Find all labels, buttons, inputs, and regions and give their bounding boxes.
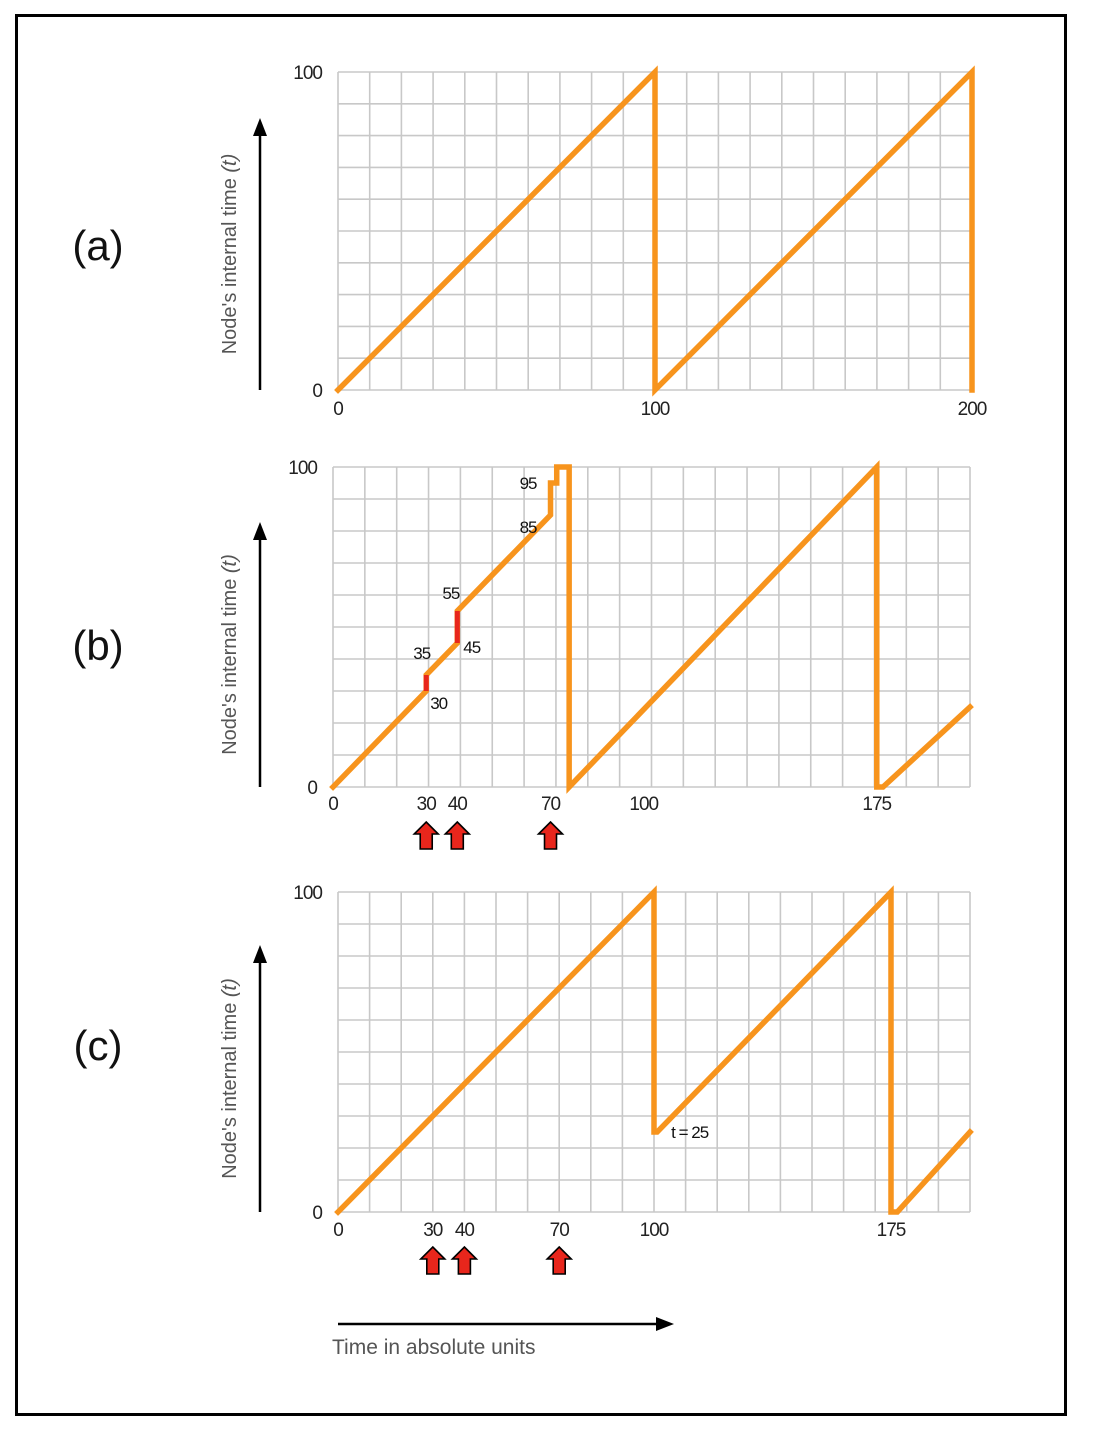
panel-label: (c) bbox=[74, 1022, 123, 1069]
series-line bbox=[334, 885, 974, 1216]
panel-label: (b) bbox=[72, 622, 123, 669]
event-arrow-icon bbox=[536, 820, 565, 850]
y-axis-arrowhead-icon bbox=[253, 522, 267, 540]
series-line bbox=[329, 460, 974, 794]
event-arrow-icon bbox=[412, 820, 441, 850]
event-arrow-icon bbox=[418, 1245, 447, 1275]
x-tick-label: 175 bbox=[862, 794, 891, 815]
x-tick-label: 30 bbox=[417, 794, 437, 815]
x-tick-label: 0 bbox=[333, 399, 343, 420]
y-tick-label: 100 bbox=[293, 63, 322, 84]
annotation-label: 55 bbox=[442, 584, 459, 603]
x-tick-label: 40 bbox=[448, 794, 468, 815]
x-tick-label: 100 bbox=[640, 1220, 669, 1241]
series-line bbox=[334, 65, 975, 397]
x-tick-label: 100 bbox=[641, 399, 670, 420]
grid bbox=[332, 466, 971, 788]
y-axis-arrowhead-icon bbox=[253, 118, 267, 136]
chart-panel-3: (c) Node's internal time (t) 0 100 0 30 40 70 10… bbox=[74, 883, 974, 1275]
panel-label: (a) bbox=[72, 222, 123, 269]
annotation-label: 85 bbox=[520, 518, 537, 537]
x-tick-label: 40 bbox=[455, 1220, 475, 1241]
annotation-label: 30 bbox=[430, 694, 447, 713]
annotation-label: 35 bbox=[413, 644, 430, 663]
y-axis-label: Node's internal time (t) bbox=[219, 154, 241, 355]
y-axis-label-var: (t) bbox=[219, 154, 241, 173]
y-tick-label: 100 bbox=[288, 458, 317, 479]
y-tick-label: 0 bbox=[312, 381, 322, 402]
chart-panel-2: (b) Node's internal time (t) 0 100 0 30 40 70 10… bbox=[72, 458, 974, 850]
annotation-label: 95 bbox=[520, 474, 537, 493]
event-arrow-icon bbox=[545, 1245, 574, 1275]
x-tick-label: 70 bbox=[541, 794, 561, 815]
y-axis-arrowhead-icon bbox=[253, 945, 267, 963]
x-tick-label: 200 bbox=[958, 399, 987, 420]
y-axis-label: Node's internal time (t) bbox=[219, 554, 241, 755]
event-arrow-icon bbox=[450, 1245, 479, 1275]
y-axis-label-var: (t) bbox=[219, 978, 241, 997]
y-axis-label-var: (t) bbox=[219, 554, 241, 573]
x-tick-label: 0 bbox=[333, 1220, 343, 1241]
y-tick-label: 0 bbox=[307, 778, 317, 799]
chart-panel-1: (a) Node's internal time (t) 0 100 0 100 200 bbox=[72, 63, 987, 420]
x-tick-label: 0 bbox=[328, 794, 338, 815]
y-tick-label: 100 bbox=[293, 883, 322, 904]
annotation-label: 45 bbox=[463, 638, 480, 657]
x-axis-label-group: Time in absolute units bbox=[332, 1317, 674, 1359]
x-tick-label: 175 bbox=[877, 1220, 906, 1241]
y-tick-label: 0 bbox=[312, 1203, 322, 1224]
x-axis-label: Time in absolute units bbox=[332, 1336, 536, 1359]
y-axis-label: Node's internal time (t) bbox=[219, 978, 241, 1179]
x-tick-label: 30 bbox=[423, 1220, 443, 1241]
x-tick-label: 100 bbox=[629, 794, 658, 815]
x-axis-arrowhead-icon bbox=[656, 1317, 674, 1331]
x-tick-label: 70 bbox=[550, 1220, 570, 1241]
event-arrow-icon bbox=[443, 820, 472, 850]
annotation-label: t = 25 bbox=[671, 1123, 709, 1142]
